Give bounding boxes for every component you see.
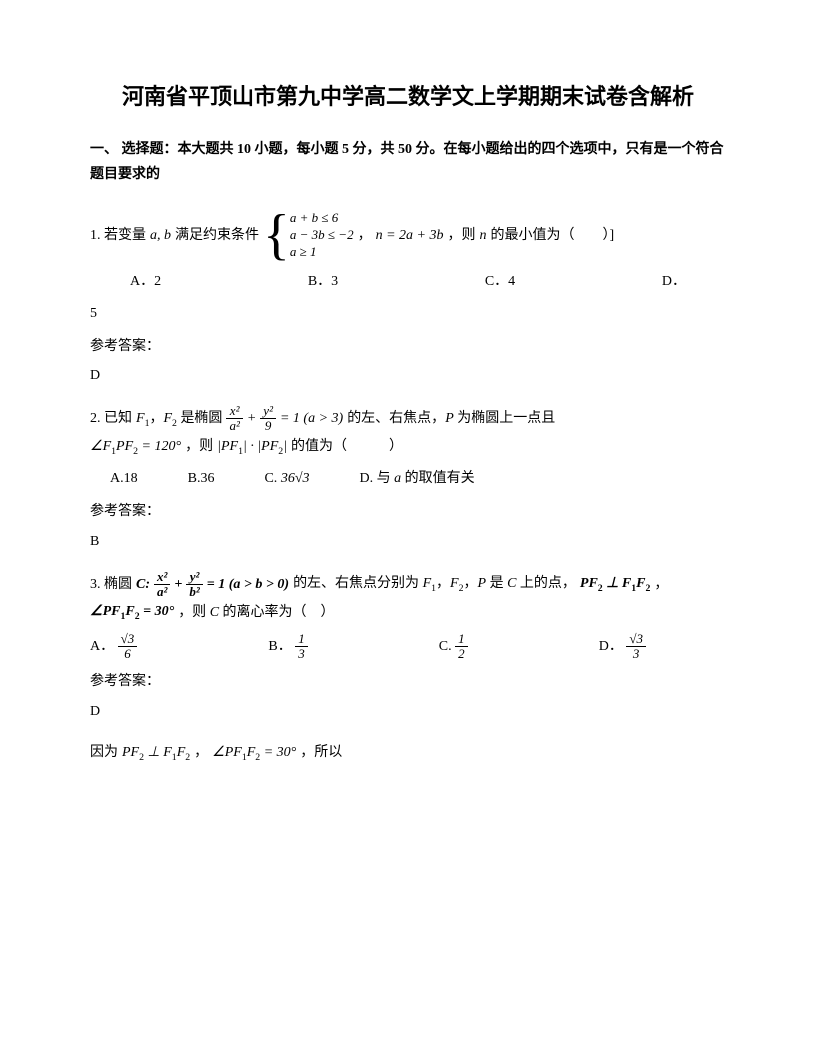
q3-frac2: y² b² — [186, 570, 202, 600]
q1-sys3: a ≥ 1 — [290, 244, 317, 259]
q1-expr: n = 2a + 3b — [376, 223, 444, 248]
q1-nvar: n — [479, 223, 486, 248]
q3-C: C: — [136, 572, 150, 597]
q1-var: a, b — [150, 223, 171, 248]
q2-mid1: 的左、右焦点，P 为椭圆上一点且 — [347, 406, 555, 431]
q3-frac1: x² a² — [154, 570, 170, 600]
q2-prefix: 2. 已知 — [90, 406, 132, 431]
q1-optD2: 5 — [90, 301, 726, 326]
question-3: 3. 椭圆 C: x² a² + y² b² = 1 (a > b > 0) 的… — [90, 570, 726, 766]
q1-mid2: ， — [358, 223, 372, 248]
q3-plus: + — [174, 572, 182, 597]
q1-optC: C．4 — [485, 269, 515, 294]
q3-comma: ， — [654, 572, 668, 597]
q3-angle: ∠PF1F2 = 30° — [90, 599, 174, 625]
q2-optA: A.18 — [110, 466, 138, 491]
question-2: 2. 已知 F1，F2 是椭圆 x² a² + y² 9 = 1 (a > 3)… — [90, 404, 726, 554]
q1-system: { a + b ≤ 6 a − 3b ≤ −2 a ≥ 1 — [263, 207, 354, 263]
q3-explain: 因为 PF2 ⊥ F1F2 ， ∠PF1F2 = 30° ，所以 — [90, 740, 726, 766]
q3-options: A． √36 B． 13 C. 12 D． √33 — [90, 632, 726, 662]
q3-optA: A． √36 — [90, 632, 137, 662]
q1-mid3: ，则 — [447, 223, 475, 248]
q2-options: A.18 B.36 C. 36√3 D. 与 a 的取值有关 — [90, 466, 726, 491]
q2-frac1: x² a² — [226, 404, 242, 434]
q1-optA: A．2 — [130, 269, 161, 294]
q1-optD: D． — [662, 269, 686, 294]
q2-ans-label: 参考答案： — [90, 499, 726, 524]
q1-tail: 的最小值为（ ）] — [490, 223, 614, 248]
section-heading: 一、 选择题：本大题共 10 小题，每小题 5 分，共 50 分。在每小题给出的… — [90, 137, 726, 187]
q3-perp: PF2 ⊥ F1F2 — [580, 571, 651, 597]
q2-ans: B — [90, 529, 726, 554]
q1-ans-label: 参考答案： — [90, 334, 726, 359]
q1-prefix: 1. 若变量 — [90, 223, 146, 248]
q2-angle: ∠F1PF2 = 120° — [90, 434, 181, 460]
q1-sys2: a − 3b ≤ −2 — [290, 227, 354, 242]
q2-prod: |PF1| · |PF2| — [217, 434, 287, 460]
q2-optB: B.36 — [188, 466, 215, 491]
q1-ans: D — [90, 363, 726, 388]
q1-sys1: a + b ≤ 6 — [290, 210, 338, 225]
q3-mid2: ，则 C 的离心率为（ ） — [178, 600, 334, 625]
q3-prefix: 3. 椭圆 — [90, 572, 132, 597]
q1-options: A．2 B．3 C．4 D． — [90, 269, 726, 294]
page-title: 河南省平顶山市第九中学高二数学文上学期期末试卷含解析 — [90, 80, 726, 113]
q3-mid1: 的左、右焦点分别为 F1，F2，P 是 C 上的点， — [293, 571, 576, 597]
q3-ans: D — [90, 699, 726, 724]
q3-ans-label: 参考答案： — [90, 669, 726, 694]
q2-f1f2: F1，F2 是椭圆 — [136, 406, 222, 432]
q3-optD: D． √33 — [599, 632, 646, 662]
q2-mid3: 的值为（ ） — [291, 434, 403, 459]
q2-mid2: ，则 — [185, 434, 213, 459]
q2-plus: + — [247, 406, 256, 431]
q3-optB: B． 13 — [268, 632, 307, 662]
q2-optD: D. 与 a 的取值有关 — [360, 466, 475, 491]
q3-eq: = 1 (a > b > 0) — [207, 572, 289, 597]
q2-optC: C. 36√3 — [264, 466, 309, 491]
q2-eq-rhs: = 1 (a > 3) — [280, 406, 343, 431]
q1-optB: B．3 — [308, 269, 338, 294]
q2-frac2: y² 9 — [260, 404, 276, 434]
q1-mid1: 满足约束条件 — [175, 223, 259, 248]
question-1: 1. 若变量 a, b 满足约束条件 { a + b ≤ 6 a − 3b ≤ … — [90, 207, 726, 388]
q3-optC: C. 12 — [439, 632, 468, 662]
